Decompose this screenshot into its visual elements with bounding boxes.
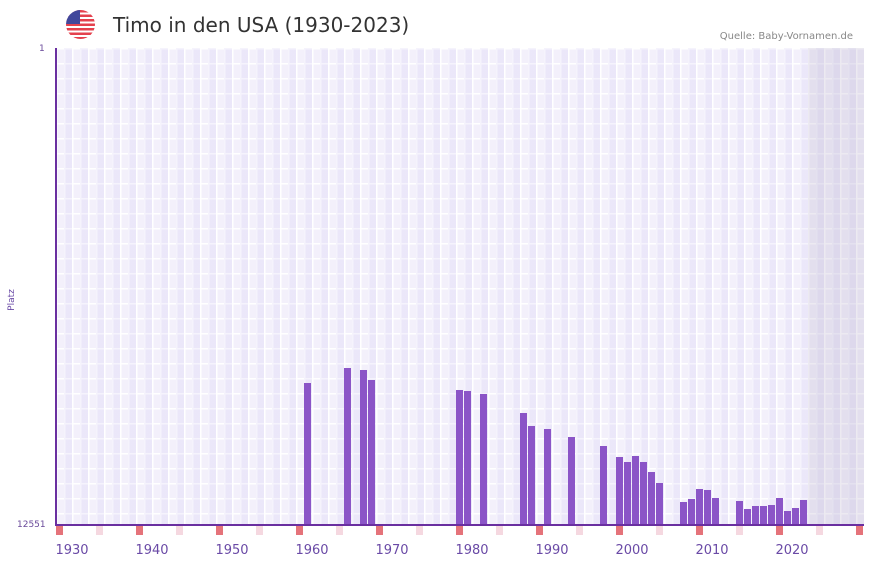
y-tick-top: 1 bbox=[39, 44, 45, 54]
bar-2013[interactable] bbox=[736, 500, 743, 525]
grid bbox=[56, 48, 864, 525]
bar-2006[interactable] bbox=[680, 501, 687, 525]
bar-2021[interactable] bbox=[800, 500, 807, 525]
bar-1966[interactable] bbox=[360, 370, 367, 525]
future-shade bbox=[808, 48, 864, 525]
us-flag-icon bbox=[66, 10, 95, 39]
y-axis bbox=[55, 48, 57, 526]
bar-1989[interactable] bbox=[544, 429, 551, 525]
bar-2010[interactable] bbox=[712, 497, 719, 525]
year-marker bbox=[256, 526, 263, 535]
year-marker bbox=[776, 526, 783, 535]
year-marker bbox=[376, 526, 383, 535]
x-tick-1970: 1970 bbox=[375, 543, 409, 558]
bar-2008[interactable] bbox=[696, 488, 703, 525]
x-tick-1940: 1940 bbox=[135, 543, 169, 558]
chart-title: Timo in den USA (1930-2023) bbox=[113, 13, 410, 37]
bar-2009[interactable] bbox=[704, 489, 711, 525]
x-tick-1960: 1960 bbox=[295, 543, 329, 558]
x-tick-2000: 2000 bbox=[615, 543, 649, 558]
year-marker bbox=[56, 526, 63, 535]
year-marker bbox=[456, 526, 463, 535]
year-marker bbox=[296, 526, 303, 535]
bar-2002[interactable] bbox=[648, 471, 655, 525]
year-marker bbox=[536, 526, 543, 535]
x-tick-1930: 1930 bbox=[55, 543, 89, 558]
y-axis-title: Platz bbox=[6, 289, 17, 311]
x-tick-2010: 2010 bbox=[695, 543, 729, 558]
bar-1967[interactable] bbox=[368, 380, 375, 525]
year-marker bbox=[856, 526, 863, 535]
bar-1996[interactable] bbox=[600, 445, 607, 525]
bar-2007[interactable] bbox=[688, 498, 695, 525]
bar-2016[interactable] bbox=[760, 506, 767, 525]
year-marker bbox=[576, 526, 583, 535]
bar-1981[interactable] bbox=[480, 394, 487, 525]
bar-2015[interactable] bbox=[752, 506, 759, 525]
year-marker bbox=[656, 526, 663, 535]
bar-1986[interactable] bbox=[520, 412, 527, 525]
x-tick-1980: 1980 bbox=[455, 543, 489, 558]
bar-2017[interactable] bbox=[768, 504, 775, 525]
bar-1999[interactable] bbox=[624, 461, 631, 525]
year-marker bbox=[176, 526, 183, 535]
year-marker bbox=[496, 526, 503, 535]
bar-2000[interactable] bbox=[632, 455, 639, 525]
year-marker bbox=[336, 526, 343, 535]
bar-2003[interactable] bbox=[656, 482, 663, 525]
bar-1959[interactable] bbox=[304, 383, 311, 525]
bar-1979[interactable] bbox=[464, 390, 471, 525]
year-marker bbox=[616, 526, 623, 535]
bar-2014[interactable] bbox=[744, 509, 751, 525]
source-link[interactable]: Quelle: Baby-Vornamen.de bbox=[719, 31, 853, 42]
year-marker bbox=[216, 526, 223, 535]
bar-2018[interactable] bbox=[776, 497, 783, 525]
bar-1978[interactable] bbox=[456, 390, 463, 525]
bar-1998[interactable] bbox=[616, 457, 623, 525]
year-marker bbox=[416, 526, 423, 535]
year-marker bbox=[816, 526, 823, 535]
x-tick-2020: 2020 bbox=[775, 543, 809, 558]
x-axis bbox=[55, 524, 864, 526]
x-tick-1990: 1990 bbox=[535, 543, 569, 558]
bar-1964[interactable] bbox=[344, 368, 351, 525]
bar-2020[interactable] bbox=[792, 507, 799, 525]
y-tick-bottom: 12551 bbox=[17, 520, 46, 530]
plot-area bbox=[56, 48, 864, 525]
bar-1992[interactable] bbox=[568, 436, 575, 525]
bar-1987[interactable] bbox=[528, 425, 535, 525]
year-marker bbox=[736, 526, 743, 535]
year-marker bbox=[696, 526, 703, 535]
year-marker bbox=[96, 526, 103, 535]
x-tick-1950: 1950 bbox=[215, 543, 249, 558]
bar-2001[interactable] bbox=[640, 461, 647, 525]
year-marker bbox=[136, 526, 143, 535]
bar-2019[interactable] bbox=[784, 510, 791, 525]
